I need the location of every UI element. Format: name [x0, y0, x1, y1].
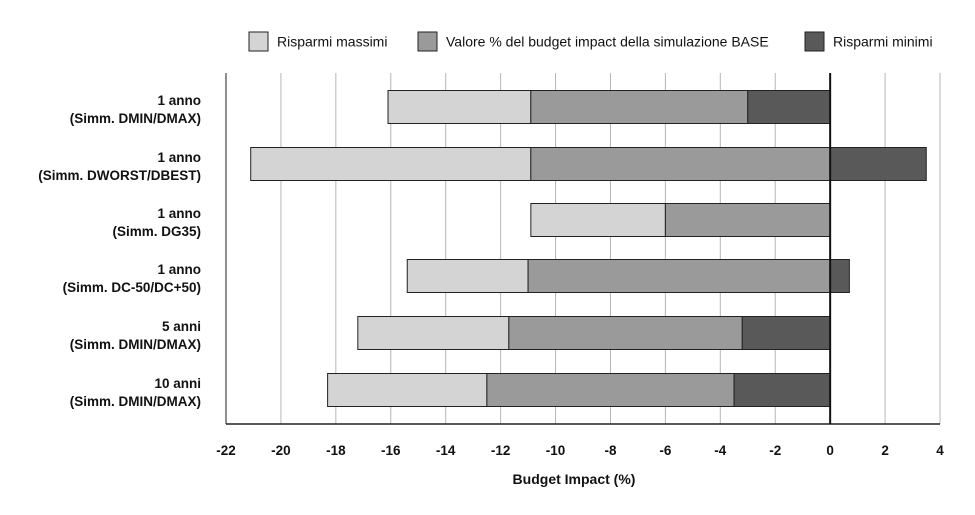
- x-tick-label: -12: [491, 443, 511, 458]
- bar-2-row-6: [486, 373, 735, 407]
- category-label: 1 anno (Simm. DMIN/DMAX): [70, 93, 201, 126]
- x-tick-label: -16: [381, 443, 401, 458]
- x-tick-label: 4: [936, 443, 944, 458]
- bar-2-row-1: [530, 90, 749, 124]
- bar-2-row-2: [530, 147, 831, 181]
- legend-item: Valore % del budget impact della simulaz…: [417, 31, 769, 52]
- category-label-line: 5 anni: [162, 319, 201, 334]
- x-tick-label: -18: [326, 443, 346, 458]
- bar-3-row-6: [733, 373, 831, 407]
- x-tick-label: -8: [604, 443, 616, 458]
- bar-2-row-3: [664, 203, 831, 237]
- bars: [250, 90, 927, 407]
- bar-2-row-5: [508, 316, 743, 350]
- category-label: 1 anno (Simm. DC-50/DC+50): [63, 262, 201, 295]
- bar-3-row-5: [741, 316, 831, 350]
- legend-swatch: [417, 31, 438, 52]
- legend-item: Risparmi massimi: [248, 31, 387, 52]
- bar-1-row-1: [387, 90, 532, 124]
- x-tick-label: -10: [546, 443, 566, 458]
- bar-3-row-1: [747, 90, 831, 124]
- category-label-line: (Simm. DG35): [112, 224, 201, 239]
- bar-3-row-4: [829, 259, 850, 293]
- x-tick-label: -20: [271, 443, 291, 458]
- category-label-line: (Simm. DC-50/DC+50): [63, 280, 201, 295]
- legend-label: Risparmi minimi: [833, 34, 933, 50]
- bar-1-row-6: [327, 373, 488, 407]
- bar-3-row-2: [829, 147, 927, 181]
- category-label-line: (Simm. DMIN/DMAX): [70, 337, 201, 352]
- bar-1-row-4: [406, 259, 529, 293]
- x-tick-label: -14: [436, 443, 456, 458]
- legend: Risparmi massimi Valore % del budget impa…: [248, 31, 933, 52]
- legend-label: Risparmi massimi: [277, 34, 387, 50]
- category-label-line: (Simm. DMIN/DMAX): [70, 394, 201, 409]
- x-tick-label: -2: [769, 443, 781, 458]
- bar-1-row-3: [530, 203, 666, 237]
- category-label-line: (Simm. DMIN/DMAX): [70, 111, 201, 126]
- bar-1-row-5: [357, 316, 510, 350]
- bar-2-row-4: [527, 259, 831, 293]
- category-label-line: 1 anno: [157, 93, 201, 108]
- x-axis-title: Budget Impact (%): [513, 471, 636, 487]
- x-tick-label: 2: [881, 443, 889, 458]
- category-labels: 1 anno (Simm. DMIN/DMAX) 1 anno (Simm. DWOR…: [38, 93, 201, 409]
- x-tick-label: -6: [659, 443, 671, 458]
- category-label-line: 1 anno: [157, 262, 201, 277]
- category-label-line: 1 anno: [157, 206, 201, 221]
- legend-swatch: [804, 31, 825, 52]
- bar-1-row-2: [250, 147, 532, 181]
- gridlines: [280, 73, 941, 424]
- category-label: 1 anno (Simm. DWORST/DBEST): [38, 150, 201, 183]
- x-tick-label: -22: [216, 443, 236, 458]
- category-label: 5 anni (Simm. DMIN/DMAX): [70, 319, 201, 352]
- category-label-line: 10 anni: [154, 376, 201, 391]
- category-label-line: (Simm. DWORST/DBEST): [38, 168, 201, 183]
- legend-label: Valore % del budget impact della simulaz…: [446, 34, 769, 50]
- x-tick-label: 0: [826, 443, 834, 458]
- category-label: 10 anni (Simm. DMIN/DMAX): [70, 376, 201, 409]
- x-tick-label: -4: [714, 443, 726, 458]
- legend-swatch: [248, 31, 269, 52]
- axes: [225, 73, 940, 425]
- category-label-line: 1 anno: [157, 150, 201, 165]
- legend-item: Risparmi minimi: [804, 31, 933, 52]
- category-label: 1 anno (Simm. DG35): [112, 206, 201, 239]
- x-tick-labels: -22 -20 -18 -16 -14 -12 -10 -8 -6 -4 -2 0 2 4: [216, 443, 944, 458]
